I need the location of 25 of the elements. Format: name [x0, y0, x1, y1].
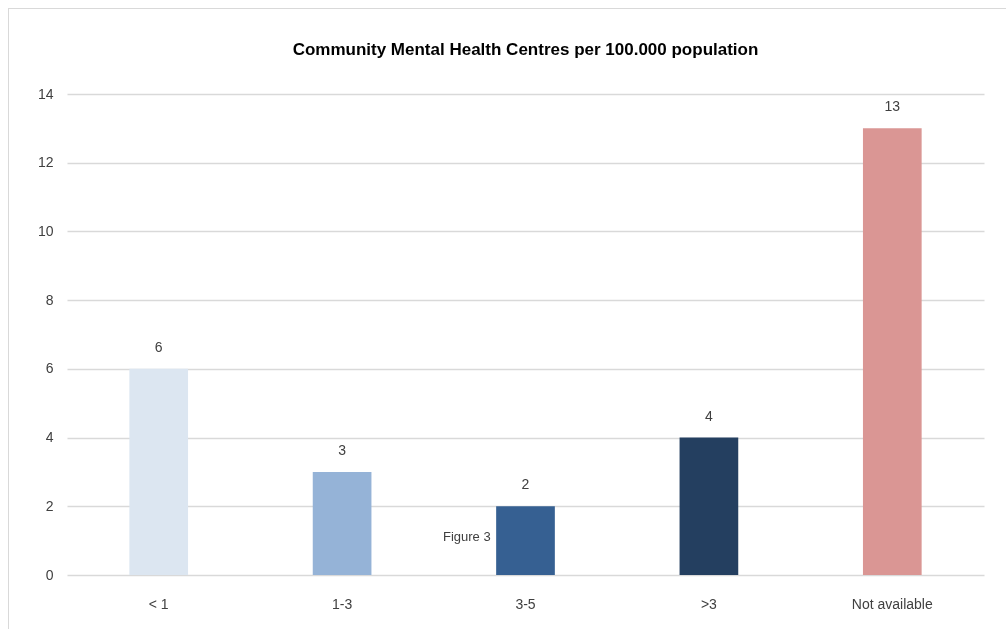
chart-title: Community Mental Health Centres per 100.000 population: [292, 40, 759, 59]
data-label: 2: [521, 476, 530, 493]
data-label: 3: [338, 441, 347, 458]
y-tick-label: 6: [45, 360, 54, 377]
y-tick-label: 10: [37, 222, 54, 239]
annotation: Figure 3: [442, 528, 491, 544]
data-label: 6: [154, 338, 163, 355]
bar: [312, 471, 372, 575]
x-tick-label: 1-3: [331, 595, 353, 612]
bar: [496, 506, 555, 575]
y-tick-label: 14: [37, 85, 54, 102]
x-tick-label: < 1: [148, 595, 169, 612]
bar: [129, 368, 189, 575]
data-label: 13: [884, 98, 901, 115]
data-label: 4: [705, 407, 713, 424]
y-tick-label: 12: [37, 154, 54, 171]
x-tick-label: >3: [700, 595, 718, 612]
x-tick-label: 3-5: [515, 595, 536, 612]
y-tick-label: 4: [45, 429, 54, 446]
x-tick-label: Not available: [851, 595, 933, 612]
bar: [679, 437, 739, 575]
bar: [862, 128, 922, 575]
y-tick-label: 0: [45, 566, 54, 583]
y-tick-label: 2: [45, 497, 54, 514]
y-tick-label: 8: [45, 291, 54, 308]
